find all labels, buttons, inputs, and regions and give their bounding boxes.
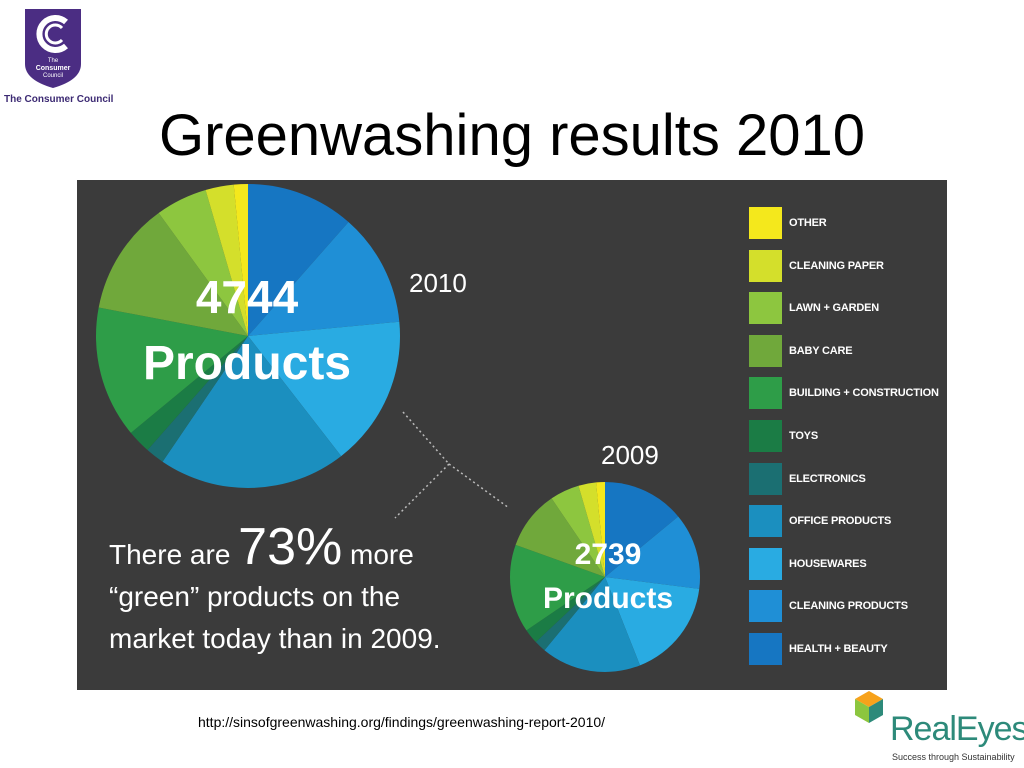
connector-line-right xyxy=(448,463,510,509)
legend-swatch xyxy=(749,334,782,367)
legend-label: CLEANING PAPER xyxy=(789,259,884,272)
statement-percentage: 73% xyxy=(238,518,343,576)
pie-slice-2009-housewares xyxy=(605,577,700,666)
legend-label: OTHER xyxy=(789,217,827,229)
legend-label: BABY CARE xyxy=(789,344,853,357)
pie-slice-2010-electronics xyxy=(147,336,248,462)
pie-slice-2009-baby-care xyxy=(515,498,605,577)
legend-item: TOYS xyxy=(749,420,818,452)
legend-item: LAWN + GARDEN xyxy=(749,292,879,325)
legend-item: ELECTRONICS xyxy=(749,462,866,495)
legend-swatch xyxy=(749,547,782,580)
legend-swatch xyxy=(749,420,782,452)
pie-slice-2009-other xyxy=(596,482,605,577)
legend-item: OFFICE PRODUCTS xyxy=(749,505,892,538)
pie-2010 xyxy=(95,184,400,489)
legend-item: BABY CARE xyxy=(749,334,853,367)
realeyes-logo-mark xyxy=(855,691,883,723)
legend-item: CLEANING PAPER xyxy=(749,249,884,282)
logo-c-mark xyxy=(36,15,68,53)
legend-item: CLEANING PRODUCTS xyxy=(749,590,908,623)
pie-slice-2009-cleaning-paper xyxy=(578,482,605,577)
legend-label: ELECTRONICS xyxy=(789,472,866,485)
small-pie-count: 2739 xyxy=(574,538,642,571)
legend-label: BUILDING + CONSTRUCTION xyxy=(789,387,939,400)
source-link[interactable]: http://sinsofgreenwashing.org/findings/g… xyxy=(198,714,606,730)
logo-c-mark-inner xyxy=(44,23,64,45)
legend-swatch xyxy=(749,462,782,495)
realeyes-brand-name: RealEyes xyxy=(890,710,1024,748)
pie-slice-2010-office-products xyxy=(162,336,342,489)
legend-swatch xyxy=(749,249,782,282)
legend-label: CLEANING PRODUCTS xyxy=(789,600,908,613)
legend-swatch xyxy=(749,633,782,665)
pie-2009 xyxy=(510,482,700,673)
pie-slice-2009-office-products xyxy=(544,577,640,673)
pie-slice-2010-toys xyxy=(130,336,248,451)
page-title: Greenwashing results 2010 xyxy=(158,103,866,168)
pie-slice-2010-lawn-garden xyxy=(158,190,248,336)
statement-part1: There are xyxy=(109,539,239,570)
logo-mark-right xyxy=(869,699,883,723)
big-pie-count: 4744 xyxy=(195,271,299,323)
pie-slice-2010-health-beauty xyxy=(248,184,349,336)
small-pie-unit: Products xyxy=(542,582,674,615)
legend-swatch xyxy=(749,505,782,538)
pie-slice-2009-electronics xyxy=(535,577,605,651)
statement-line3: market today than in 2009. xyxy=(109,623,441,654)
big-pie-unit: Products xyxy=(142,337,352,390)
logo-text-line1: The xyxy=(48,58,59,64)
year-label-2009: 2009 xyxy=(601,440,659,470)
legend-swatch xyxy=(749,590,782,623)
pie-slice-2010-cleaning-paper xyxy=(205,184,248,336)
legend-label: LAWN + GARDEN xyxy=(789,302,879,315)
legend-label: TOYS xyxy=(789,430,818,442)
pie-slice-2009-lawn-garden xyxy=(551,485,605,577)
pie-slice-2009-toys xyxy=(526,577,605,643)
connector-line-upper xyxy=(402,411,450,465)
realeyes-tagline: Success through Sustainability xyxy=(892,752,1015,762)
legend-label: HEALTH + BEAUTY xyxy=(789,643,888,655)
legend-swatch xyxy=(749,292,782,325)
legend-label: HOUSEWARES xyxy=(789,557,867,570)
legend-swatch xyxy=(749,377,782,410)
pie-slice-2009-cleaning-products xyxy=(605,516,700,589)
pie-charts xyxy=(95,184,700,673)
pie-slice-2009-health-beauty xyxy=(605,482,679,577)
logo-caption: The Consumer Council xyxy=(4,94,114,105)
legend-swatch xyxy=(749,207,782,239)
infographic-panel: OTHER CLEANING PAPER LAWN + GARDEN BABY CAR… xyxy=(77,180,947,690)
legend-item: HEALTH + BEAUTY xyxy=(749,633,888,665)
pie-slice-2009-building-construction xyxy=(510,544,605,631)
year-label-2010: 2010 xyxy=(409,268,467,298)
logo-text-line3: Council xyxy=(43,73,63,79)
legend-label: OFFICE PRODUCTS xyxy=(789,515,892,528)
pie-slice-2010-housewares xyxy=(248,321,400,457)
pie-slice-2010-cleaning-products xyxy=(248,221,400,336)
legend-item: OTHER xyxy=(749,207,827,239)
pie-slice-2010-building-construction xyxy=(95,307,248,433)
comparison-statement: There are 73% more “green” products on t… xyxy=(109,521,509,660)
consumer-council-logo: The Consumer Council xyxy=(25,9,81,88)
legend-item: BUILDING + CONSTRUCTION xyxy=(749,377,939,410)
logo-mark-left xyxy=(855,699,869,723)
legend-item: HOUSEWARES xyxy=(749,547,867,580)
pie-slice-2010-baby-care xyxy=(98,213,248,336)
logo-text-line2: Consumer xyxy=(36,65,71,72)
statement-part2: more xyxy=(342,539,414,570)
pie-slice-2010-other xyxy=(233,184,248,336)
connector-line-lower xyxy=(394,463,450,519)
statement-line2: “green” products on the xyxy=(109,581,401,612)
